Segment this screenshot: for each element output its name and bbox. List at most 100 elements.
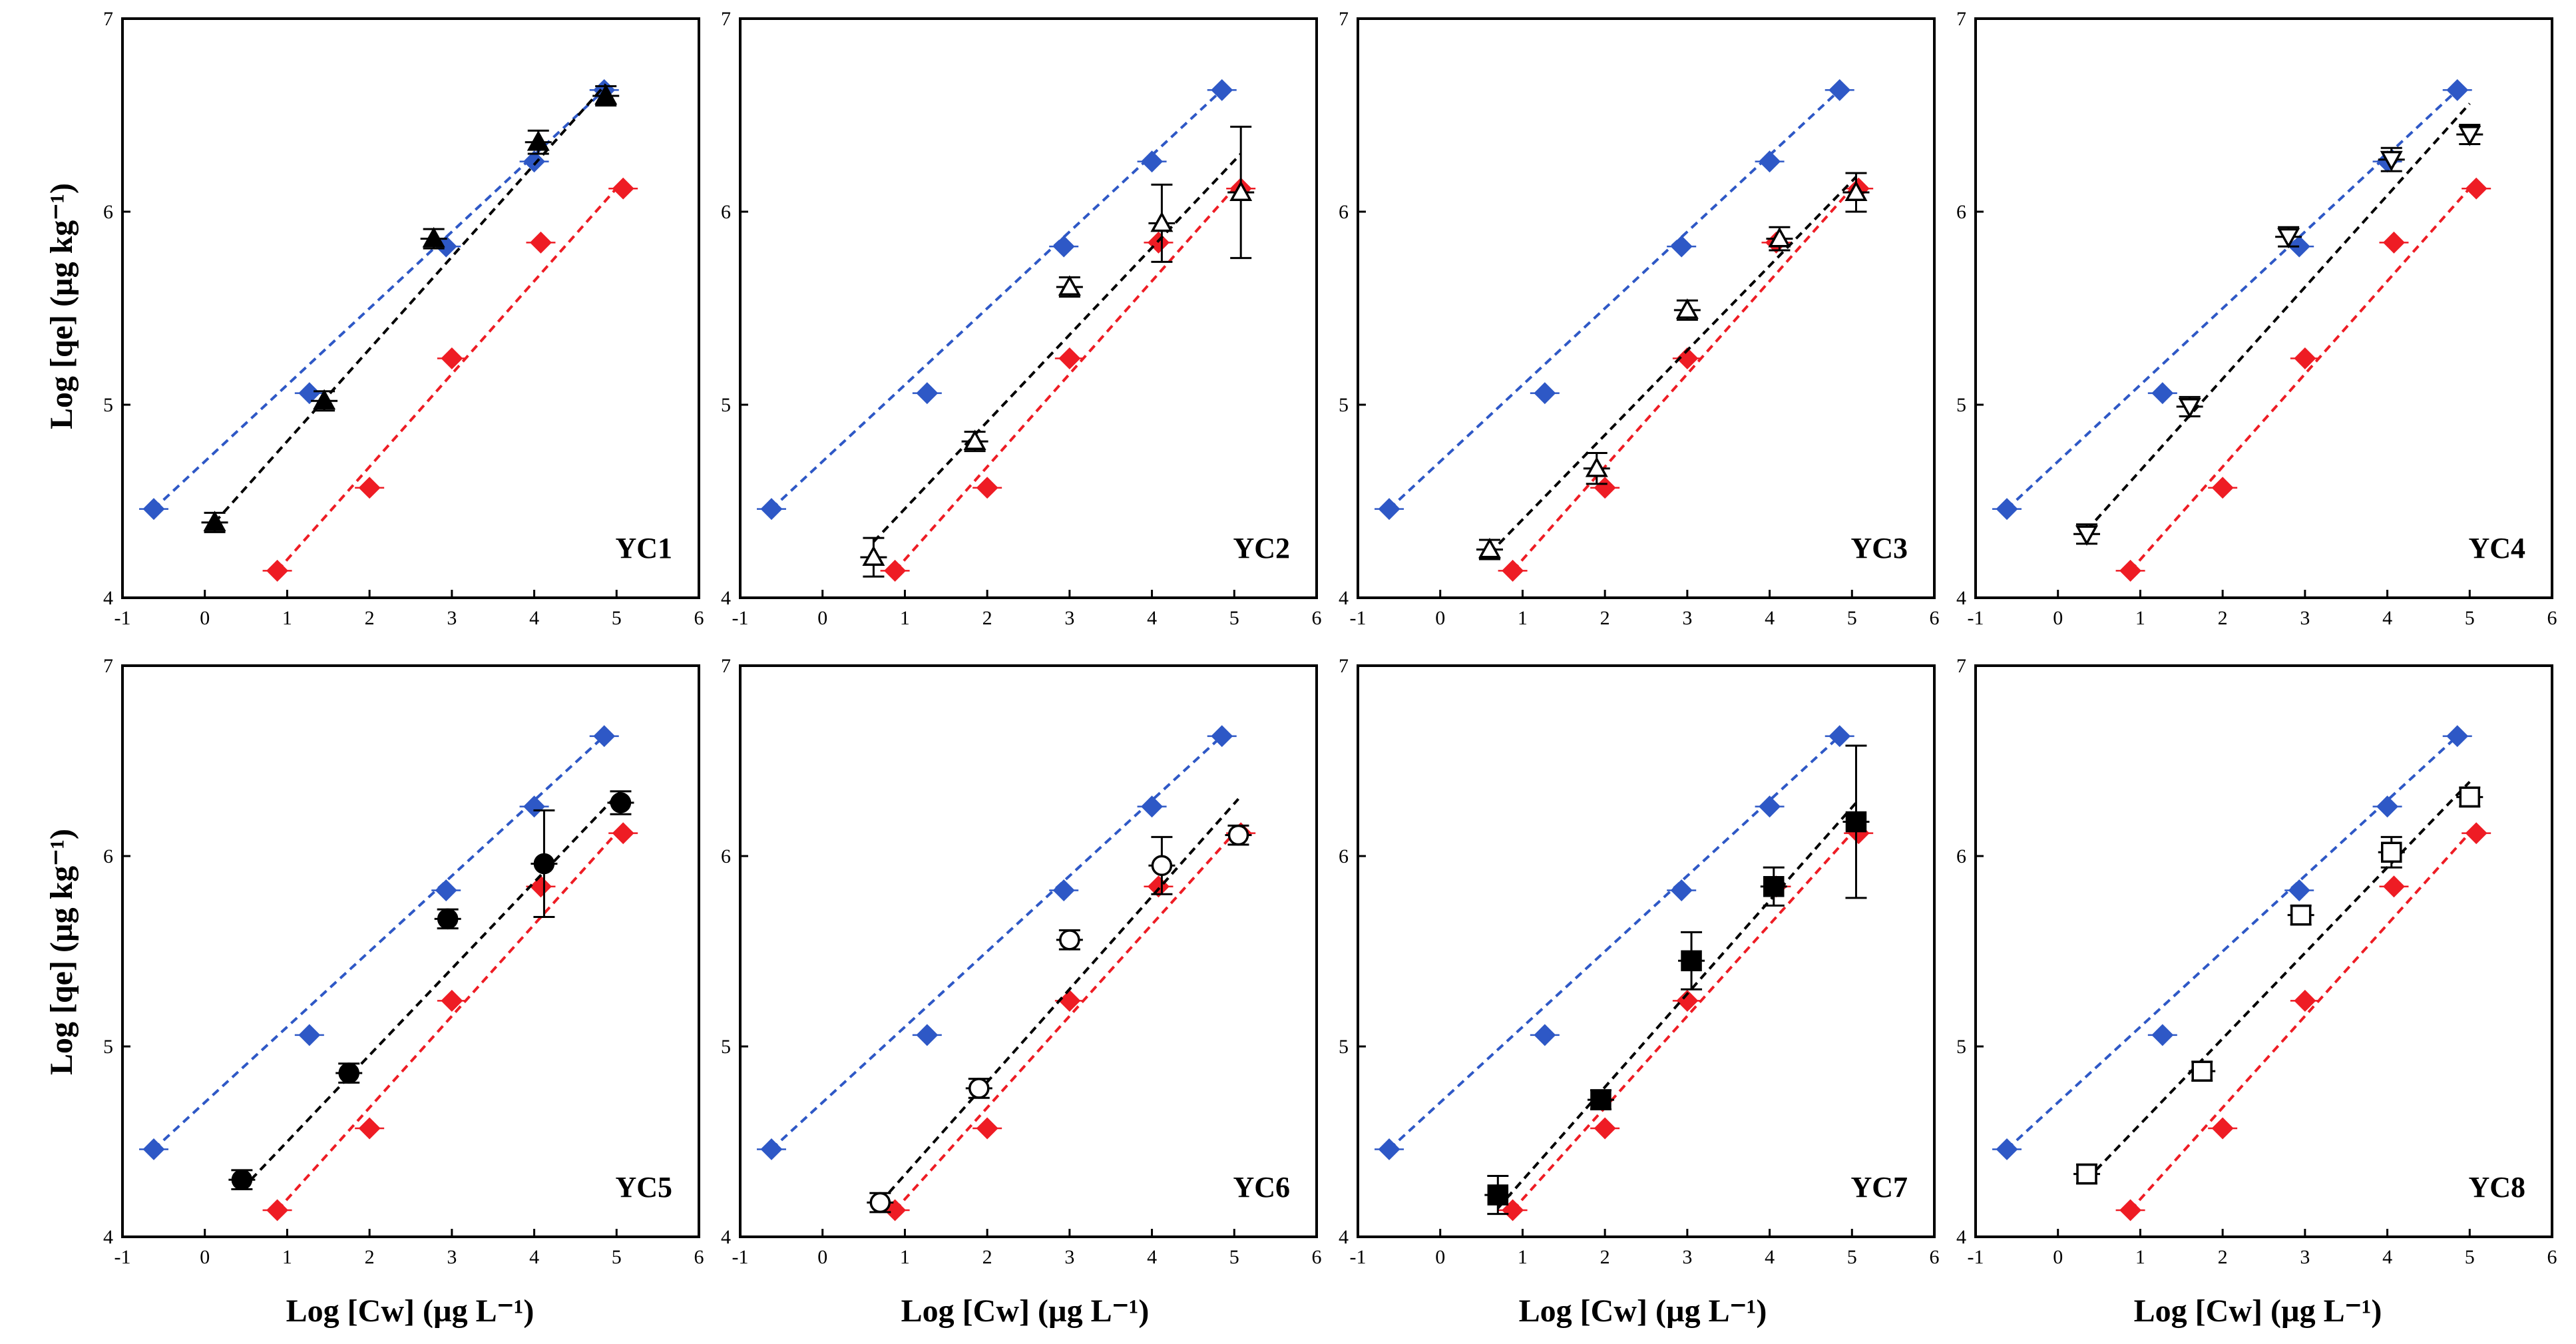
blue-data-point (1534, 382, 1556, 405)
x-tick-label: 0 (200, 1246, 210, 1268)
blue-data-point (298, 1024, 321, 1046)
sample-fit-line (1496, 801, 1857, 1210)
blue-data-point (1670, 879, 1693, 901)
y-tick-label: 7 (1956, 8, 1966, 30)
blue-data-point (593, 725, 616, 748)
plot-frame (1357, 664, 1936, 1238)
plot-frame (121, 17, 700, 599)
red-fit-line (1512, 824, 1860, 1212)
x-tick-label: 1 (1518, 607, 1528, 629)
y-tick-label: 5 (103, 1036, 113, 1058)
sample-data-point (2290, 904, 2312, 926)
sample-data-point (437, 908, 459, 930)
sample-fit-line (214, 83, 607, 524)
x-tick-label: 5 (1847, 607, 1857, 629)
blue-data-point (1996, 1138, 2018, 1160)
red-data-point (2382, 231, 2405, 254)
sample-data-point (527, 130, 550, 151)
y-tick-label: 7 (1956, 655, 1966, 677)
red-data-point (358, 477, 381, 499)
sample-data-point (594, 84, 618, 105)
red-fit-line (2129, 824, 2477, 1212)
blue-data-point (523, 795, 546, 818)
x-tick-label: 5 (612, 607, 622, 629)
x-tick-label: 4 (2382, 607, 2392, 629)
sample-data-point (1681, 950, 1702, 972)
x-tick-label: 2 (2218, 1246, 2228, 1268)
y-tick-label: 5 (103, 394, 113, 416)
y-tick-label: 5 (1339, 394, 1349, 416)
y-tick-label: 5 (721, 394, 731, 416)
x-tick-label: 1 (1518, 1246, 1528, 1268)
blue-data-point (1378, 1138, 1400, 1160)
sample-data-point (1229, 180, 1253, 201)
blue-data-point (1828, 79, 1851, 101)
x-tick-label: 2 (2218, 607, 2228, 629)
sample-data-point (1150, 211, 1174, 232)
sample-data-point (2178, 397, 2201, 419)
sample-fit-line (872, 152, 1242, 543)
x-tick-label: 3 (2300, 607, 2310, 629)
sample-data-point (2076, 1163, 2097, 1185)
blue-data-point (1141, 150, 1164, 173)
x-tick-label: 6 (2547, 607, 2557, 629)
x-tick-label: 3 (1682, 607, 1692, 629)
red-fit-line (894, 180, 1242, 572)
red-data-point (2465, 177, 2487, 200)
plot-frame (739, 17, 1318, 599)
red-fit-line (276, 824, 624, 1212)
red-fit-line (2129, 180, 2477, 572)
sample-data-point (869, 1192, 891, 1214)
sample-data-point (1478, 537, 1501, 559)
blue-data-point (142, 498, 165, 521)
blue-data-point (2446, 725, 2469, 748)
sample-data-point (2277, 228, 2300, 249)
blue-data-point (435, 879, 457, 901)
sample-fit-line (1488, 176, 1857, 555)
red-data-point (2382, 875, 2405, 898)
red-data-point (529, 231, 552, 254)
plot-frame (1974, 17, 2553, 599)
x-tick-label: 4 (1147, 1246, 1157, 1268)
sample-fit-line (2085, 781, 2471, 1181)
x-tick-label: 4 (529, 1246, 539, 1268)
blue-data-point (916, 1024, 939, 1046)
red-data-point (441, 989, 463, 1012)
x-tick-label: 5 (2465, 607, 2475, 629)
red-data-point (1676, 989, 1699, 1012)
y-tick-label: 5 (1956, 394, 1966, 416)
red-data-point (2465, 822, 2487, 845)
red-data-point (441, 347, 463, 369)
sample-data-point (1768, 226, 1791, 248)
sample-data-point (2191, 1060, 2213, 1082)
y-tick-label: 4 (1956, 1226, 1966, 1248)
red-data-point (266, 559, 289, 582)
panel-yc7: -1 0 1 2 3 4 5 6 4 5 6 7 YC7 (1339, 655, 1940, 1268)
y-tick-label: 7 (1339, 8, 1349, 30)
x-tick-label: 0 (200, 607, 210, 629)
red-data-point (612, 822, 634, 845)
x-tick-label: 1 (2135, 607, 2145, 629)
blue-data-point (1670, 235, 1693, 258)
blue-data-point (2151, 382, 2174, 405)
sample-data-point (2075, 525, 2098, 546)
red-fit-line (276, 180, 624, 572)
panel-yc5: -1 0 1 2 3 4 5 6 4 5 6 7 YC5 (103, 655, 704, 1268)
sample-data-point (1058, 275, 1081, 296)
sample-data-point (1844, 180, 1868, 201)
x-tick-label: 4 (529, 607, 539, 629)
sample-data-point (1675, 298, 1699, 319)
blue-data-point (916, 382, 939, 405)
x-tick-label: 5 (2465, 1246, 2475, 1268)
y-axis-title-bottom: Log [qe] (µg kg⁻¹) (44, 829, 79, 1075)
x-tick-label: 2 (1600, 1246, 1610, 1268)
x-tick-label: 3 (2300, 1246, 2310, 1268)
sample-data-point (862, 545, 885, 566)
blue-data-point (2376, 795, 2399, 818)
sample-fit-line (2085, 103, 2471, 531)
red-data-point (2119, 559, 2142, 582)
x-tick-label: -1 (732, 1246, 749, 1268)
y-tick-label: 4 (1339, 1226, 1349, 1248)
